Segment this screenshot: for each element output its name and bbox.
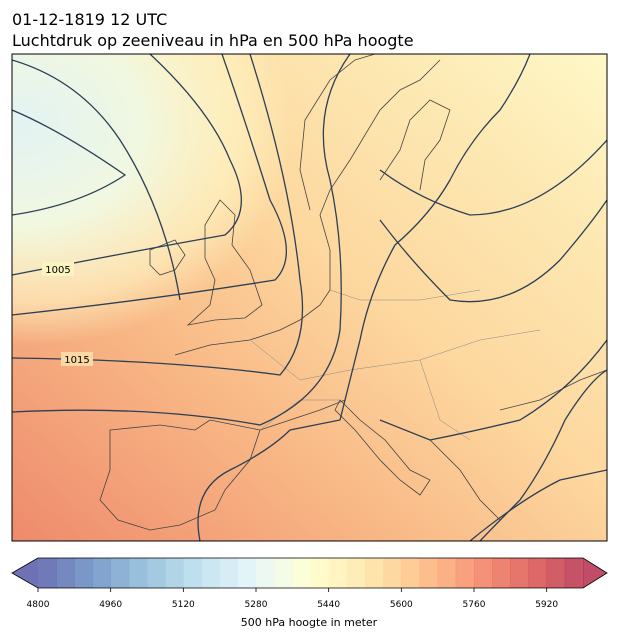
contour-label-bg bbox=[61, 352, 93, 366]
isobar bbox=[197, 54, 531, 541]
colorbar-cell bbox=[165, 558, 184, 588]
coastline bbox=[299, 54, 376, 211]
colorbar-cell bbox=[510, 558, 529, 588]
colorbar-cell bbox=[274, 558, 293, 588]
isobar bbox=[12, 109, 127, 216]
colorbar-cell bbox=[383, 558, 402, 588]
coastline bbox=[334, 399, 431, 496]
colorbar-cell bbox=[201, 558, 220, 588]
colorbar-cell bbox=[56, 558, 75, 588]
coastline bbox=[379, 99, 451, 191]
colorbar-cell bbox=[237, 558, 257, 588]
colorbar-cell bbox=[183, 558, 202, 588]
contour-label-bg bbox=[42, 262, 74, 276]
colorbar-cell bbox=[292, 558, 311, 588]
title-line-1: 01-12-1819 12 UTC bbox=[12, 10, 167, 29]
contour-label: 1005 bbox=[45, 265, 70, 276]
colorbar-cell bbox=[474, 558, 493, 588]
colorbar-outline bbox=[11, 557, 608, 589]
colorbar-tick-label: 5600 bbox=[390, 600, 413, 610]
coastline bbox=[174, 59, 441, 356]
colorbar-tick-label: 5280 bbox=[245, 600, 268, 610]
colorbar-cell bbox=[310, 558, 329, 588]
title-line-2: Luchtdruk op zeeniveau in hPa en 500 hPa… bbox=[12, 31, 414, 50]
contour-label: 1015 bbox=[64, 355, 89, 366]
colorbar-cell bbox=[528, 558, 547, 588]
colorbar-cell bbox=[92, 558, 111, 588]
isobar bbox=[12, 54, 351, 426]
colorbar-cell bbox=[564, 558, 584, 588]
colorbar-cell bbox=[492, 558, 511, 588]
colorbar-cell bbox=[455, 558, 475, 588]
coastline bbox=[99, 419, 261, 531]
colorbar-extend-high bbox=[583, 558, 607, 588]
colorbar-cell bbox=[74, 558, 93, 588]
colorbar-cell bbox=[147, 558, 166, 588]
colorbar-tick-label: 4960 bbox=[99, 600, 122, 610]
border bbox=[249, 289, 541, 441]
colorbar-cell bbox=[128, 558, 148, 588]
isobar bbox=[379, 139, 607, 216]
height-field-low bbox=[12, 54, 607, 541]
isobar bbox=[469, 469, 607, 541]
colorbar-tick-label: 5440 bbox=[317, 600, 340, 610]
colorbar-cell bbox=[256, 558, 275, 588]
colorbar-tick-label: 5920 bbox=[535, 600, 558, 610]
colorbar-cell bbox=[346, 558, 366, 588]
isobar bbox=[379, 339, 607, 441]
colorbar-tick-label: 5760 bbox=[463, 600, 486, 610]
colorbar-cell bbox=[365, 558, 384, 588]
colorbar: 4800 4960 5120 5280 5440 5600 5760 5920 bbox=[11, 557, 608, 610]
colorbar-extend-low bbox=[12, 558, 38, 588]
colorbar-cell bbox=[110, 558, 130, 588]
colorbar-cell bbox=[546, 558, 566, 588]
coastline bbox=[149, 239, 186, 276]
colorbar-label: 500 hPa hoogte in meter bbox=[241, 616, 378, 629]
coastline bbox=[259, 369, 607, 521]
colorbar-cell bbox=[401, 558, 420, 588]
colorbar-cell bbox=[419, 558, 438, 588]
isobar bbox=[12, 54, 304, 376]
colorbar-cell bbox=[38, 558, 57, 588]
map-frame bbox=[11, 53, 608, 542]
coastline bbox=[186, 199, 263, 326]
isobar bbox=[379, 199, 607, 303]
colorbar-cell bbox=[219, 558, 239, 588]
map: 1005 1015 bbox=[12, 54, 607, 541]
colorbar-cell bbox=[437, 558, 457, 588]
isobar bbox=[12, 54, 242, 276]
colorbar-tick-label: 4800 bbox=[27, 600, 50, 610]
isobar bbox=[12, 59, 181, 301]
colorbar-tick-label: 5120 bbox=[172, 600, 195, 610]
isobar bbox=[12, 54, 287, 316]
colorbar-cell bbox=[328, 558, 348, 588]
isobar bbox=[479, 369, 607, 541]
